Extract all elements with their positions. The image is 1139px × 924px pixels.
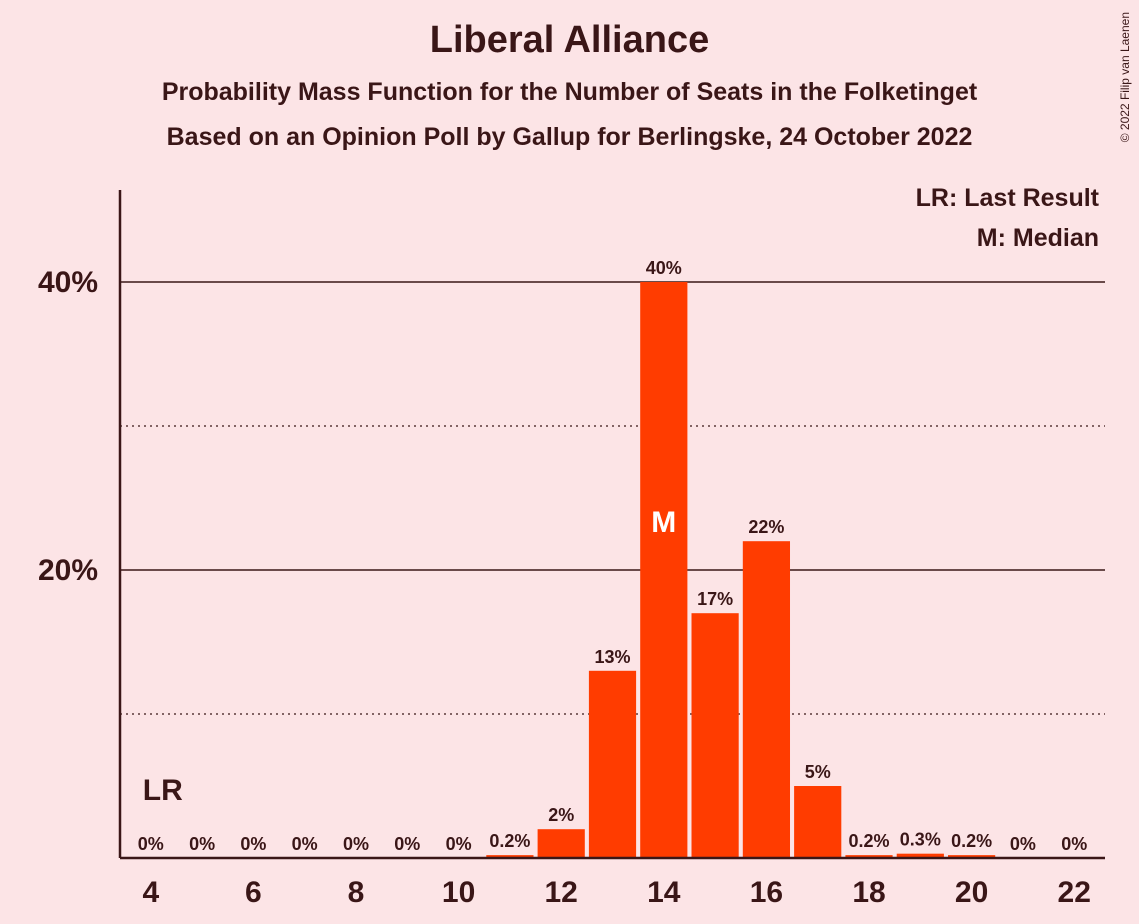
x-tick-label: 20: [955, 876, 988, 909]
x-tick-label: 14: [647, 876, 681, 909]
bar-value-label: 0%: [1061, 834, 1087, 854]
bar-value-label: 0%: [240, 834, 266, 854]
lr-marker: LR: [143, 774, 183, 807]
bar: [589, 671, 636, 858]
bar: [794, 786, 841, 858]
bar-value-label: 0%: [1010, 834, 1036, 854]
bar-value-label: 0.2%: [848, 831, 889, 851]
y-tick-label: 20%: [38, 554, 98, 587]
bar-value-label: 22%: [748, 517, 784, 537]
bar-value-label: 0.2%: [951, 831, 992, 851]
bar-value-label: 5%: [805, 762, 831, 782]
y-tick-label: 40%: [38, 266, 98, 299]
bar-value-label: 0%: [292, 834, 318, 854]
bar-value-label: 0%: [446, 834, 472, 854]
chart-title: Liberal Alliance: [430, 19, 709, 61]
bar: [692, 613, 739, 858]
bar-value-label: 2%: [548, 805, 574, 825]
chart-subtitle-2: Based on an Opinion Poll by Gallup for B…: [167, 123, 973, 151]
bar: [538, 829, 585, 858]
x-tick-label: 16: [750, 876, 783, 909]
bar: [743, 541, 790, 858]
bar-value-label: 13%: [594, 647, 630, 667]
copyright-text: © 2022 Filip van Laenen: [1118, 12, 1132, 142]
x-tick-label: 12: [545, 876, 578, 909]
bar-value-label: 0%: [343, 834, 369, 854]
x-tick-label: 22: [1058, 876, 1091, 909]
x-tick-label: 18: [852, 876, 885, 909]
chart-subtitle-1: Probability Mass Function for the Number…: [162, 78, 978, 106]
bar-value-label: 0%: [189, 834, 215, 854]
bar-value-label: 40%: [646, 258, 682, 278]
legend-line-1: LR: Last Result: [916, 184, 1100, 212]
x-tick-label: 4: [142, 876, 159, 909]
bar-value-label: 0%: [394, 834, 420, 854]
bar-value-label: 0.3%: [900, 830, 941, 850]
bar-value-label: 0.2%: [489, 831, 530, 851]
x-tick-label: 8: [348, 876, 365, 909]
pmf-chart: Liberal Alliance Probability Mass Functio…: [0, 0, 1139, 924]
bar: [640, 282, 687, 858]
median-marker: M: [651, 506, 676, 539]
bar-value-label: 0%: [138, 834, 164, 854]
x-tick-label: 10: [442, 876, 475, 909]
legend-line-2: M: Median: [977, 224, 1099, 252]
bar-value-label: 17%: [697, 589, 733, 609]
x-tick-label: 6: [245, 876, 262, 909]
